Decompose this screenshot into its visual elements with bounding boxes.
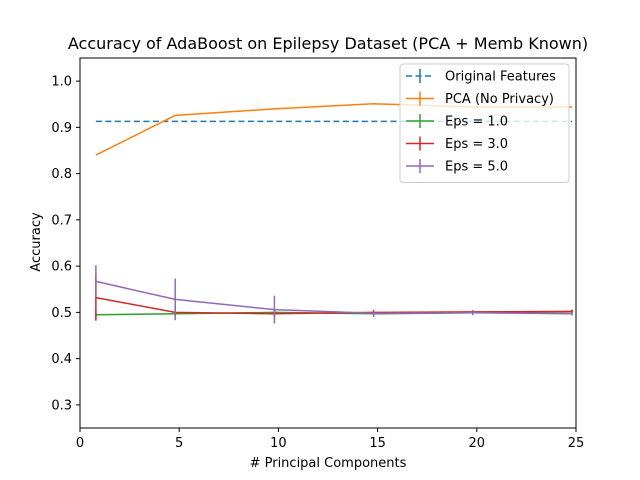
legend-item-3: Eps = 3.0: [406, 136, 508, 152]
y-tick-label-5: 0.8: [51, 167, 72, 182]
legend-label-3: Eps = 3.0: [445, 137, 508, 152]
y-tick-label-0: 0.3: [51, 398, 72, 413]
legend: Original Features PCA (No Privacy) Eps = 1…: [399, 63, 570, 183]
legend-label-1: PCA (No Privacy): [445, 92, 554, 107]
x-tick-label-3: 15: [369, 436, 386, 451]
y-tick-label-6: 0.9: [51, 121, 72, 136]
legend-item-0: Original Features: [406, 69, 556, 85]
y-tick-label-4: 0.7: [51, 213, 72, 228]
x-tick-label-5: 25: [568, 436, 585, 451]
legend-item-2: Eps = 1.0: [406, 114, 508, 130]
x-axis-label: # Principal Components: [250, 456, 407, 471]
y-tick-label-7: 1.0: [51, 75, 72, 90]
legend-label-4: Eps = 5.0: [445, 160, 508, 175]
series-4: [95, 265, 573, 324]
legend-box: [399, 63, 570, 183]
axes: 0 5 10 15 20 25 0.3 0.4 0.5 0.6 0.7 0.8 0.9 1.0: [51, 57, 585, 451]
y-tick-label-2: 0.5: [51, 306, 72, 321]
legend-label-0: Original Features: [445, 70, 556, 85]
x-tick-label-2: 10: [270, 436, 287, 451]
x-tick-label-4: 20: [469, 436, 486, 451]
y-tick-label-3: 0.6: [51, 260, 72, 275]
x-tick-label-0: 0: [76, 436, 84, 451]
legend-label-2: Eps = 1.0: [445, 115, 508, 130]
legend-item-1: PCA (No Privacy): [406, 91, 554, 107]
plot-area: [95, 103, 573, 324]
chart-title: Accuracy of AdaBoost on Epilepsy Dataset…: [68, 34, 588, 53]
y-tick-label-1: 0.4: [51, 352, 72, 367]
legend-item-4: Eps = 5.0: [406, 159, 508, 175]
series-line-3: [95, 296, 573, 315]
axes-frame: [79, 57, 577, 429]
series-line-4: [95, 280, 573, 315]
y-axis-label: Accuracy: [29, 212, 44, 272]
x-tick-label-1: 5: [175, 436, 183, 451]
